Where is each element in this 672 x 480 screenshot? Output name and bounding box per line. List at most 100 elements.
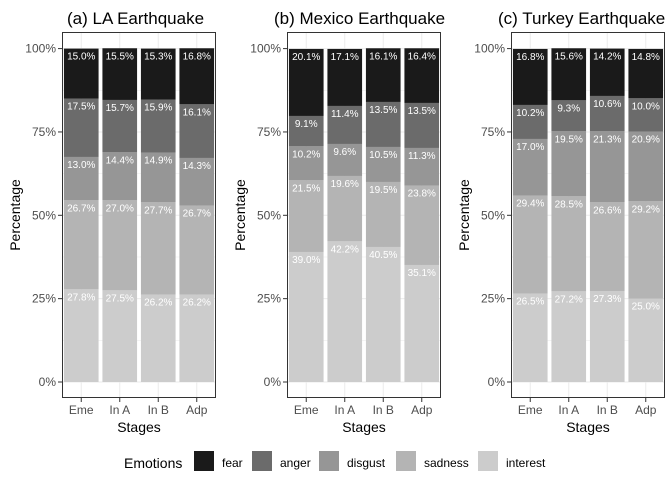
bar-segment-fear <box>589 48 625 96</box>
data-label-disgust: 21.3% <box>593 134 621 145</box>
data-label-anger: 11.4% <box>331 109 359 120</box>
y-axis-label: Percentage <box>7 179 23 251</box>
data-label-anger: 9.1% <box>295 119 318 130</box>
data-label-sadness: 26.7% <box>183 209 211 220</box>
data-label-fear: 16.8% <box>183 51 211 62</box>
data-label-disgust: 17.0% <box>516 142 544 153</box>
bar-segment-interest <box>404 264 440 382</box>
data-label-anger: 16.1% <box>183 107 211 118</box>
y-tick-label: 25% <box>32 292 56 306</box>
bar-segment-sadness <box>365 181 401 247</box>
data-label-disgust: 11.3% <box>408 151 436 162</box>
legend-key-fear <box>194 451 214 471</box>
data-label-sadness: 26.7% <box>67 203 95 214</box>
bar-segment-sadness <box>63 200 99 290</box>
data-label-anger: 17.5% <box>67 102 95 113</box>
data-label-disgust: 19.5% <box>555 134 583 145</box>
x-axis-label: Stages <box>342 419 386 435</box>
legend-label-disgust: disgust <box>347 456 386 470</box>
data-label-fear: 15.6% <box>555 51 583 62</box>
y-tick-label: 0% <box>488 375 506 389</box>
data-label-fear: 14.8% <box>632 52 660 63</box>
x-tick-label: Adp <box>411 403 433 417</box>
data-label-interest: 27.8% <box>67 292 95 303</box>
x-tick-label: In B <box>597 403 618 417</box>
data-label-sadness: 27.0% <box>106 203 134 214</box>
data-label-interest: 42.2% <box>331 244 359 255</box>
bar-segment-anger <box>179 104 215 158</box>
data-label-anger: 13.5% <box>408 106 436 117</box>
data-label-disgust: 20.9% <box>632 135 660 146</box>
data-label-sadness: 29.2% <box>632 204 660 215</box>
bar-segment-interest <box>63 289 99 382</box>
data-label-fear: 15.5% <box>106 51 134 62</box>
data-label-sadness: 21.5% <box>292 183 320 194</box>
data-label-disgust: 14.4% <box>106 155 134 166</box>
y-axis-label: Percentage <box>456 179 472 251</box>
bar-segment-interest <box>179 294 215 382</box>
data-label-fear: 15.0% <box>67 52 95 63</box>
legend-label-fear: fear <box>222 456 243 470</box>
data-label-sadness: 29.4% <box>516 199 544 210</box>
bar-segment-interest <box>288 251 324 382</box>
bar-segment-disgust <box>589 131 625 203</box>
legend-item-disgust: disgust <box>319 451 386 471</box>
bar-segment-disgust <box>404 147 440 186</box>
bar-segment-anger <box>551 100 587 132</box>
legend-label-anger: anger <box>280 456 311 470</box>
chart-panels: 27.8% 26.7% 13.0% 17.5% 15.0% 27.5% 27.0% 14.4%… <box>7 9 665 435</box>
bar-segment-sadness <box>327 175 363 242</box>
legend-label-interest: interest <box>506 456 546 470</box>
bar-segment-fear <box>365 48 401 102</box>
bar-segment-interest <box>589 290 625 382</box>
data-label-interest: 39.0% <box>292 255 320 266</box>
data-label-anger: 10.6% <box>593 99 621 110</box>
bar-segment-interest <box>512 293 548 382</box>
data-label-fear: 17.1% <box>331 52 359 63</box>
data-label-interest: 27.2% <box>555 294 583 305</box>
bar-segment-fear <box>179 48 215 105</box>
legend-item-sadness: sadness <box>396 451 469 471</box>
data-label-fear: 16.4% <box>408 51 436 62</box>
data-label-disgust: 10.2% <box>292 149 320 160</box>
bar-segment-anger <box>63 98 99 157</box>
bar-segment-sadness <box>512 195 548 294</box>
y-tick-label: 0% <box>39 375 57 389</box>
data-label-sadness: 19.5% <box>369 185 397 196</box>
panel-1: 27.8% 26.7% 13.0% 17.5% 15.0% 27.5% 27.0% 14.4%… <box>7 9 216 435</box>
panel-border <box>511 32 665 398</box>
data-label-interest: 40.5% <box>369 250 397 261</box>
bar-segment-anger <box>512 104 548 139</box>
data-label-interest: 26.5% <box>516 297 544 308</box>
y-tick-label: 25% <box>481 292 505 306</box>
data-label-anger: 10.2% <box>516 108 544 119</box>
bar-segment-sadness <box>179 205 215 295</box>
data-label-anger: 9.3% <box>557 103 580 114</box>
data-label-sadness: 19.6% <box>331 179 359 190</box>
panel-border <box>287 32 441 398</box>
data-label-fear: 15.3% <box>144 52 172 63</box>
y-tick-label: 100% <box>25 42 56 56</box>
data-label-interest: 27.5% <box>106 293 134 304</box>
bar-segment-anger <box>589 95 625 132</box>
legend-key-disgust <box>319 451 339 471</box>
x-tick-label: In A <box>334 403 355 417</box>
data-label-sadness: 26.6% <box>593 205 621 216</box>
y-tick-label: 75% <box>257 125 281 139</box>
bar-segment-disgust <box>179 157 215 206</box>
panel-title: (c) Turkey Earthquake <box>498 9 665 28</box>
data-label-fear: 16.8% <box>516 52 544 63</box>
y-tick-label: 50% <box>257 208 281 222</box>
bar-segment-fear <box>628 48 664 99</box>
x-tick-label: In B <box>373 403 394 417</box>
legend-item-fear: fear <box>194 451 243 471</box>
y-tick-label: 75% <box>481 125 505 139</box>
bar-segment-interest <box>628 298 664 382</box>
x-tick-label: In A <box>558 403 579 417</box>
bar-segment-disgust <box>365 146 401 182</box>
bar-segment-anger <box>404 102 440 148</box>
bar-segment-disgust <box>102 152 138 201</box>
data-label-disgust: 10.5% <box>369 150 397 161</box>
bar-segment-anger <box>628 98 664 132</box>
bar-segment-interest <box>140 294 176 382</box>
